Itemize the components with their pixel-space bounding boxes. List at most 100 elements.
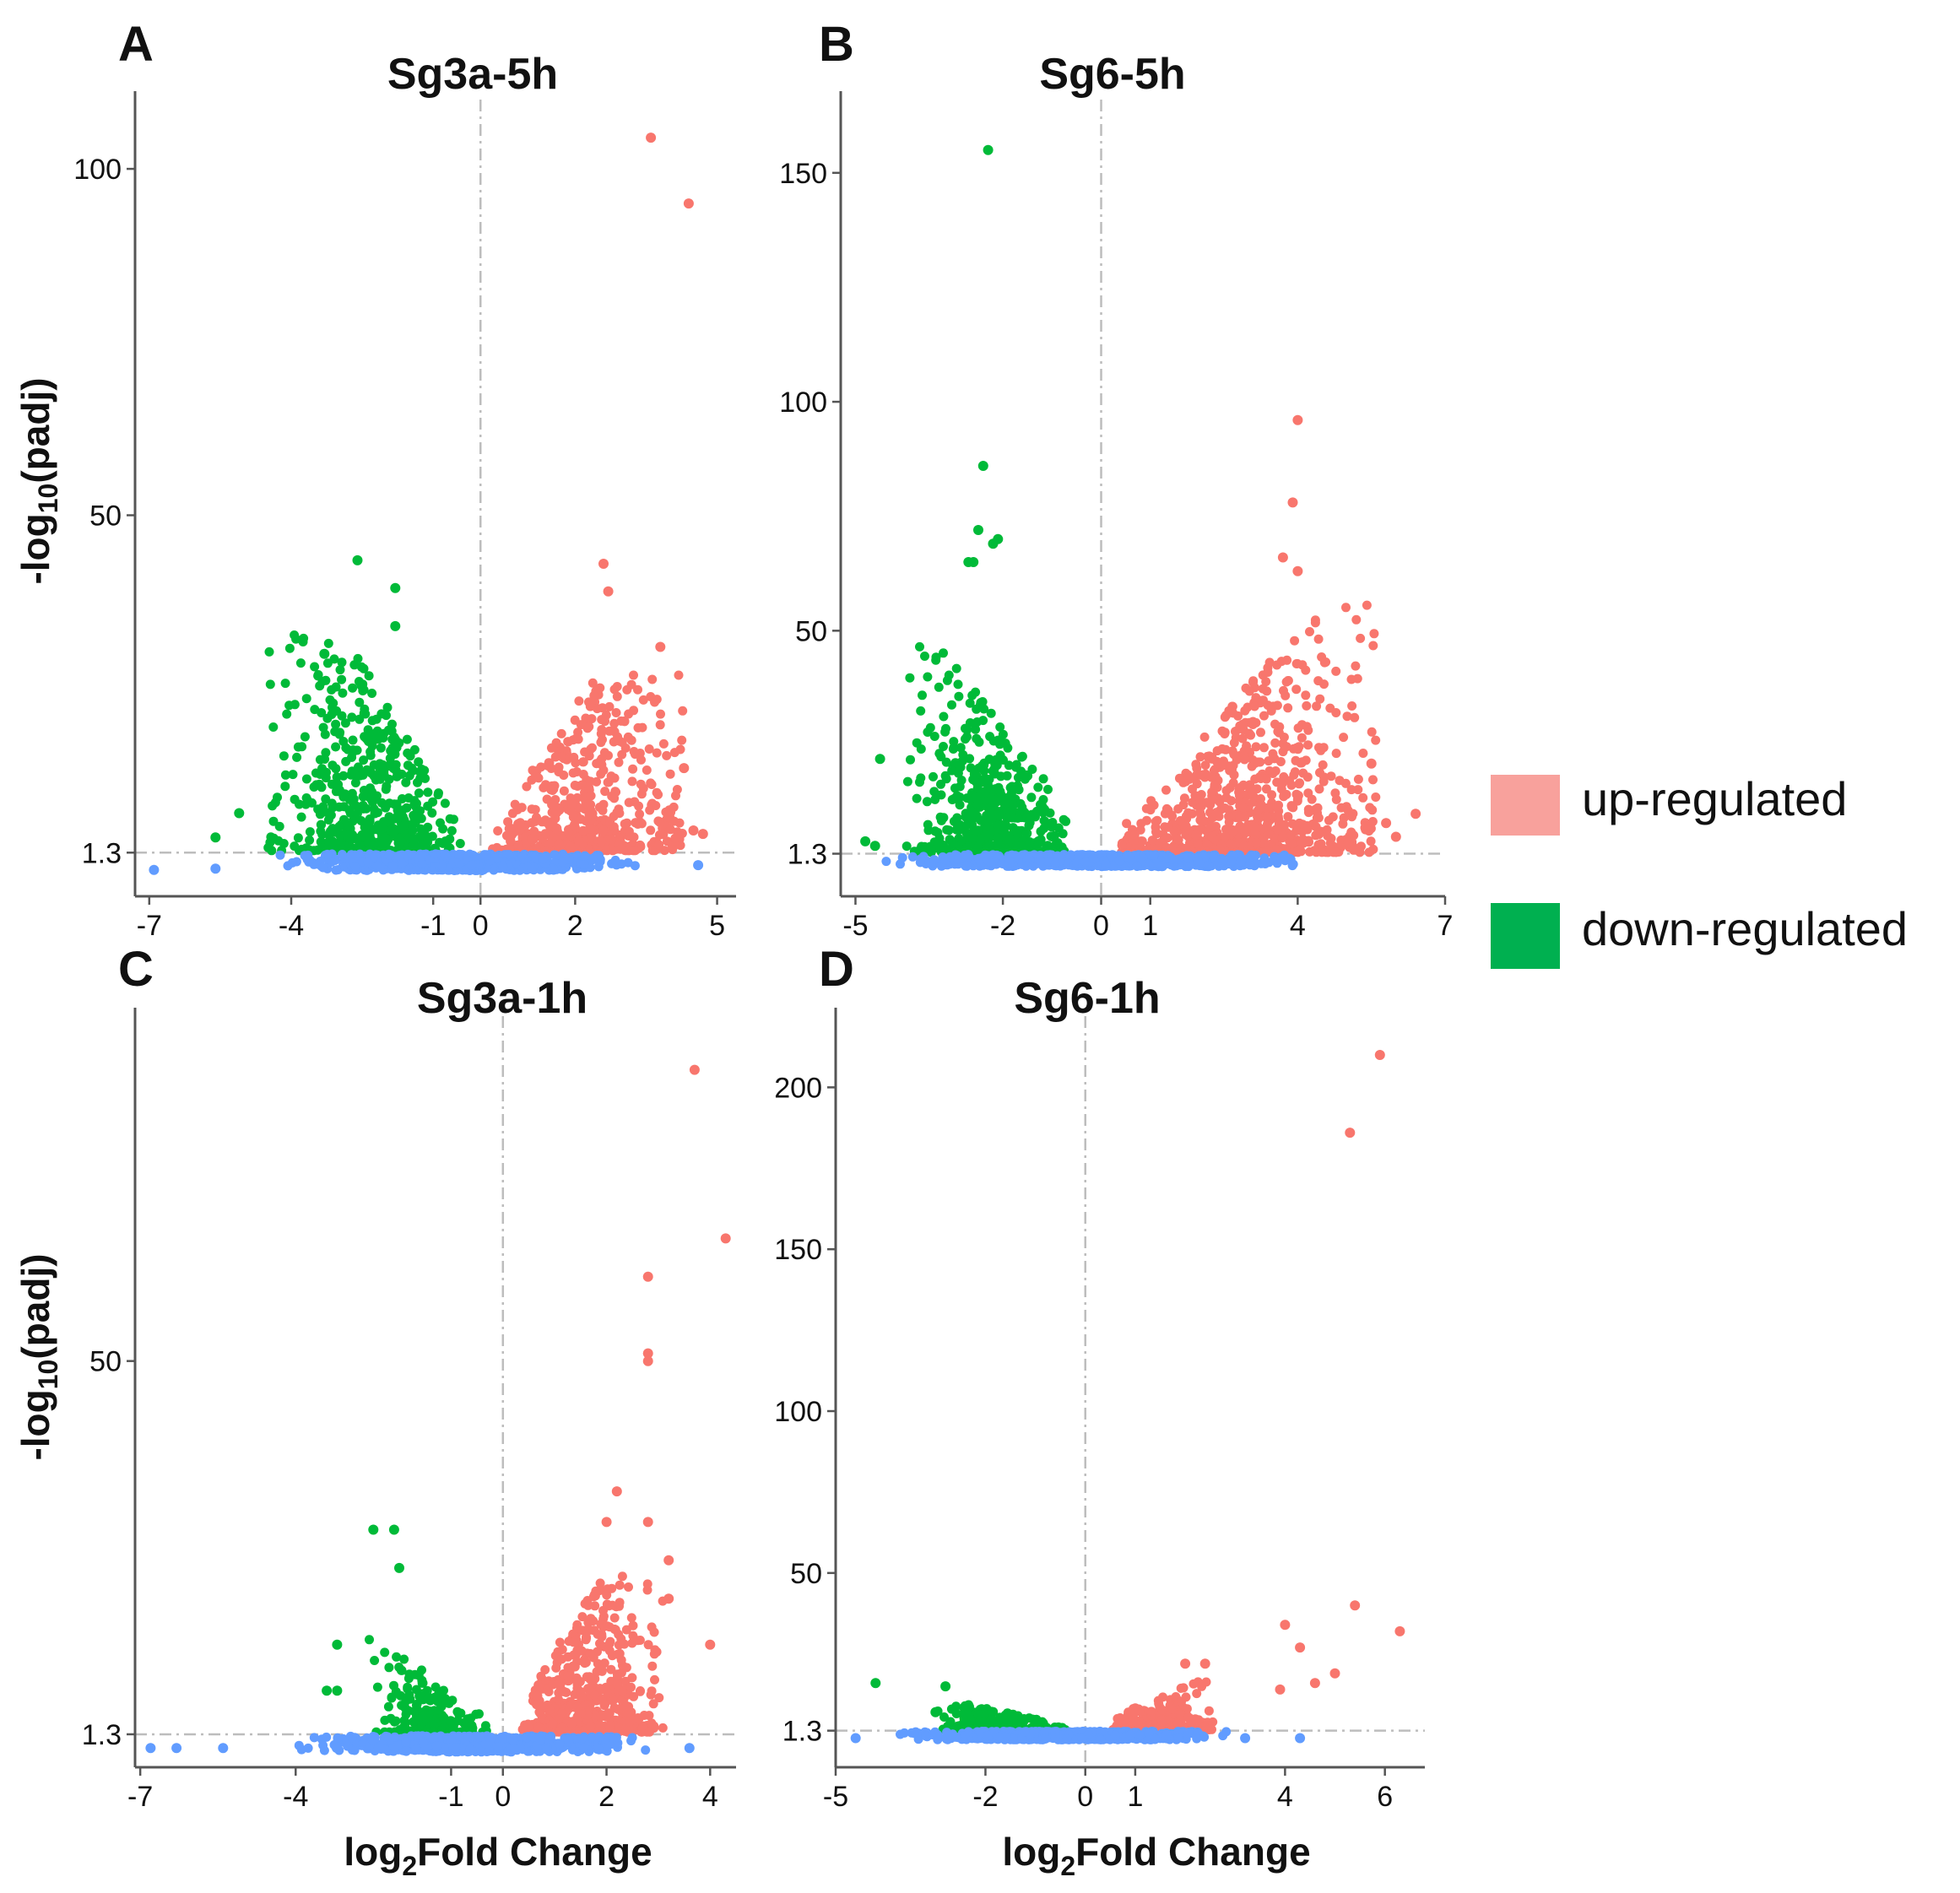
point-up-a-880 xyxy=(665,769,675,779)
point-down-a-208 xyxy=(402,734,412,744)
point-ns-b-2220 xyxy=(1053,851,1063,861)
y-axis-title-a: -log10(padj) xyxy=(14,377,63,584)
point-down-a-416 xyxy=(358,792,368,802)
point-down-b-527 xyxy=(971,792,981,803)
point-up-a-887 xyxy=(612,691,622,701)
point-up-a-1026 xyxy=(668,845,678,855)
point-down-a-130 xyxy=(323,638,333,648)
point-up-c-703 xyxy=(644,1727,654,1737)
point-up-b-1112 xyxy=(1279,772,1289,782)
point-up-b-1260 xyxy=(1264,657,1275,668)
point-up-b-1408 xyxy=(1343,837,1353,847)
point-up-b-680 xyxy=(1362,600,1372,610)
point-down-a-296 xyxy=(282,709,292,719)
point-down-b-504 xyxy=(1059,814,1069,825)
point-down-b-82 xyxy=(1027,765,1037,774)
point-up-b-1087 xyxy=(1258,670,1268,680)
point-ns-b-2009 xyxy=(915,857,925,868)
point-up-a-1063 xyxy=(592,759,602,769)
point-down-b-24 xyxy=(965,698,975,708)
point-down-a-10 xyxy=(427,808,437,818)
point-down-a-64 xyxy=(299,633,309,643)
point-up-a-1053 xyxy=(587,824,597,834)
point-up-a-1049 xyxy=(551,806,561,816)
point-down-b-369 xyxy=(965,718,975,727)
point-down-b-507 xyxy=(995,787,1005,797)
point-down-a-337 xyxy=(367,716,377,726)
point-up-a-787 xyxy=(628,764,638,774)
point-ns-a-1745 xyxy=(504,850,514,860)
point-down-a-243 xyxy=(321,794,331,804)
point-down-a-303 xyxy=(291,634,301,644)
point-up-b-772 xyxy=(1368,641,1378,651)
point-down-c-160 xyxy=(401,1709,411,1719)
point-down-b-395 xyxy=(966,809,975,818)
point-up-b-952 xyxy=(1353,774,1363,784)
point-up-a-1035 xyxy=(604,701,615,711)
point-down-c-199 xyxy=(420,1714,430,1724)
point-down-b-418 xyxy=(952,813,962,823)
point-down-b-533 xyxy=(956,743,966,753)
point-down-a-393 xyxy=(313,670,323,679)
point-down-a-241 xyxy=(423,837,433,847)
point-down-a-504 xyxy=(380,833,390,843)
point-down-a-448 xyxy=(341,756,351,766)
point-up-a-1003 xyxy=(644,744,654,754)
point-down-a-260 xyxy=(423,801,433,811)
point-up-b-1108 xyxy=(1207,752,1217,762)
point-up-b-640 xyxy=(1368,775,1378,785)
point-up-c-707 xyxy=(592,1667,602,1677)
point-up-a-931 xyxy=(635,809,645,819)
point-up-c-711 xyxy=(570,1662,580,1672)
point-down-a-346 xyxy=(301,774,311,784)
point-down-c-33 xyxy=(399,1654,409,1664)
point-up-a-1020 xyxy=(564,827,574,837)
point-up-b-1096 xyxy=(1358,749,1368,758)
point-up-c-539 xyxy=(533,1681,544,1691)
outlier-point-b-12 xyxy=(1277,552,1288,563)
panel-title-b: Sg6-5h xyxy=(1039,50,1185,99)
point-down-a-492 xyxy=(358,770,368,780)
outlier-point-a-15 xyxy=(210,863,221,874)
point-down-a-394 xyxy=(264,646,274,657)
point-ns-a-1113 xyxy=(275,850,285,860)
point-down-b-228 xyxy=(995,722,1005,732)
point-down-b-408 xyxy=(972,783,983,792)
point-down-a-437 xyxy=(331,742,341,752)
outlier-point-a-6 xyxy=(688,825,699,836)
point-down-a-381 xyxy=(391,825,401,835)
point-down-b-554 xyxy=(1008,823,1018,833)
point-up-b-1007 xyxy=(1351,614,1362,625)
point-up-b-711 xyxy=(1371,735,1381,745)
point-down-b-532 xyxy=(976,834,986,844)
point-down-a-518 xyxy=(360,704,370,714)
point-ns-b-2238 xyxy=(1132,862,1142,871)
point-ns-a-1765 xyxy=(498,862,508,872)
x-tick-label-a-5: 5 xyxy=(709,910,725,942)
point-down-c-188 xyxy=(380,1647,390,1658)
point-up-c-607 xyxy=(577,1646,587,1656)
point-down-a-363 xyxy=(301,793,311,803)
point-up-b-1133 xyxy=(1293,723,1303,733)
point-up-b-1120 xyxy=(1251,742,1261,752)
point-up-b-822 xyxy=(1367,727,1377,737)
point-ns-a-1776 xyxy=(417,858,427,868)
outlier-point-b-1 xyxy=(977,461,988,471)
point-down-a-466 xyxy=(343,818,353,828)
point-up-a-990 xyxy=(544,821,555,831)
point-down-a-474 xyxy=(409,834,420,844)
point-up-c-566 xyxy=(608,1600,617,1610)
point-up-a-881 xyxy=(626,679,636,690)
point-up-b-1168 xyxy=(1302,772,1313,782)
point-down-b-485 xyxy=(936,815,946,825)
point-up-b-713 xyxy=(1297,733,1307,743)
point-ns-b-2202 xyxy=(929,855,939,865)
point-down-a-389 xyxy=(270,798,280,808)
point-up-b-1233 xyxy=(1250,826,1260,836)
point-up-a-1074 xyxy=(616,844,626,854)
point-up-a-866 xyxy=(493,826,503,836)
y-tick-label-b-2: 100 xyxy=(779,387,827,419)
point-ns-a-1757 xyxy=(454,849,464,859)
point-down-a-467 xyxy=(354,677,364,686)
point-down-c-159 xyxy=(444,1698,454,1708)
